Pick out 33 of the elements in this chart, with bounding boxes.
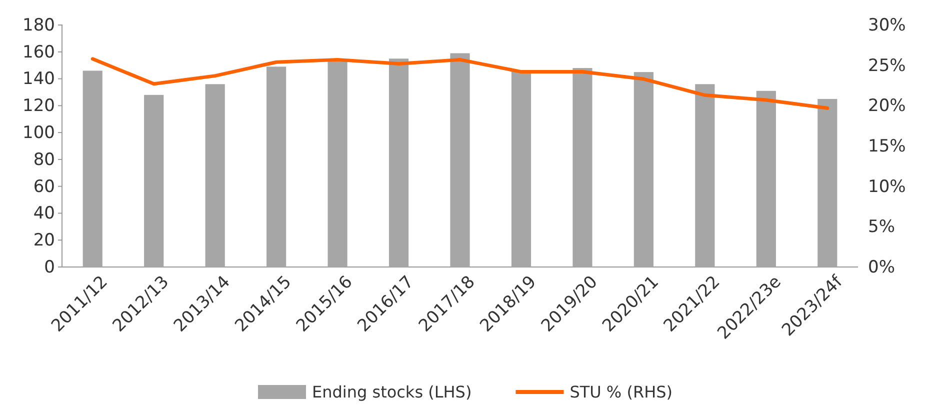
line-series	[90, 57, 830, 110]
bar	[695, 84, 715, 267]
bar	[144, 94, 164, 267]
bar	[82, 70, 102, 267]
y2-tick-label: 0%	[868, 257, 895, 278]
y2-tick-label: 5%	[868, 217, 895, 238]
y2-tick-label: 20%	[868, 96, 906, 116]
y2-tick-label: 10%	[868, 176, 906, 197]
y-tick-label: 120	[22, 96, 55, 116]
bar	[450, 53, 470, 267]
y2-tick-label: 30%	[868, 15, 906, 36]
bar	[756, 90, 776, 267]
bar	[328, 60, 348, 267]
y-tick-label: 100	[22, 122, 55, 143]
y-tick-label: 160	[22, 42, 55, 62]
bar	[205, 84, 225, 267]
legend-label: STU % (RHS)	[570, 382, 673, 402]
legend-label: Ending stocks (LHS)	[312, 382, 472, 402]
bar	[266, 66, 286, 267]
y-tick-label: 40	[33, 204, 55, 224]
bar	[818, 98, 838, 267]
y-tick-label: 80	[33, 150, 55, 170]
y-tick-label: 20	[33, 230, 55, 251]
bar	[634, 72, 654, 267]
bar	[388, 58, 409, 267]
y-tick-label: 0	[44, 257, 55, 278]
y2-tick-label: 15%	[868, 136, 906, 156]
y-tick-label: 180	[22, 15, 55, 36]
bar	[511, 70, 532, 267]
bar	[572, 68, 592, 267]
y-tick-label: 60	[33, 176, 55, 197]
y-tick-label: 140	[22, 69, 55, 90]
y2-tick-label: 25%	[868, 56, 906, 76]
